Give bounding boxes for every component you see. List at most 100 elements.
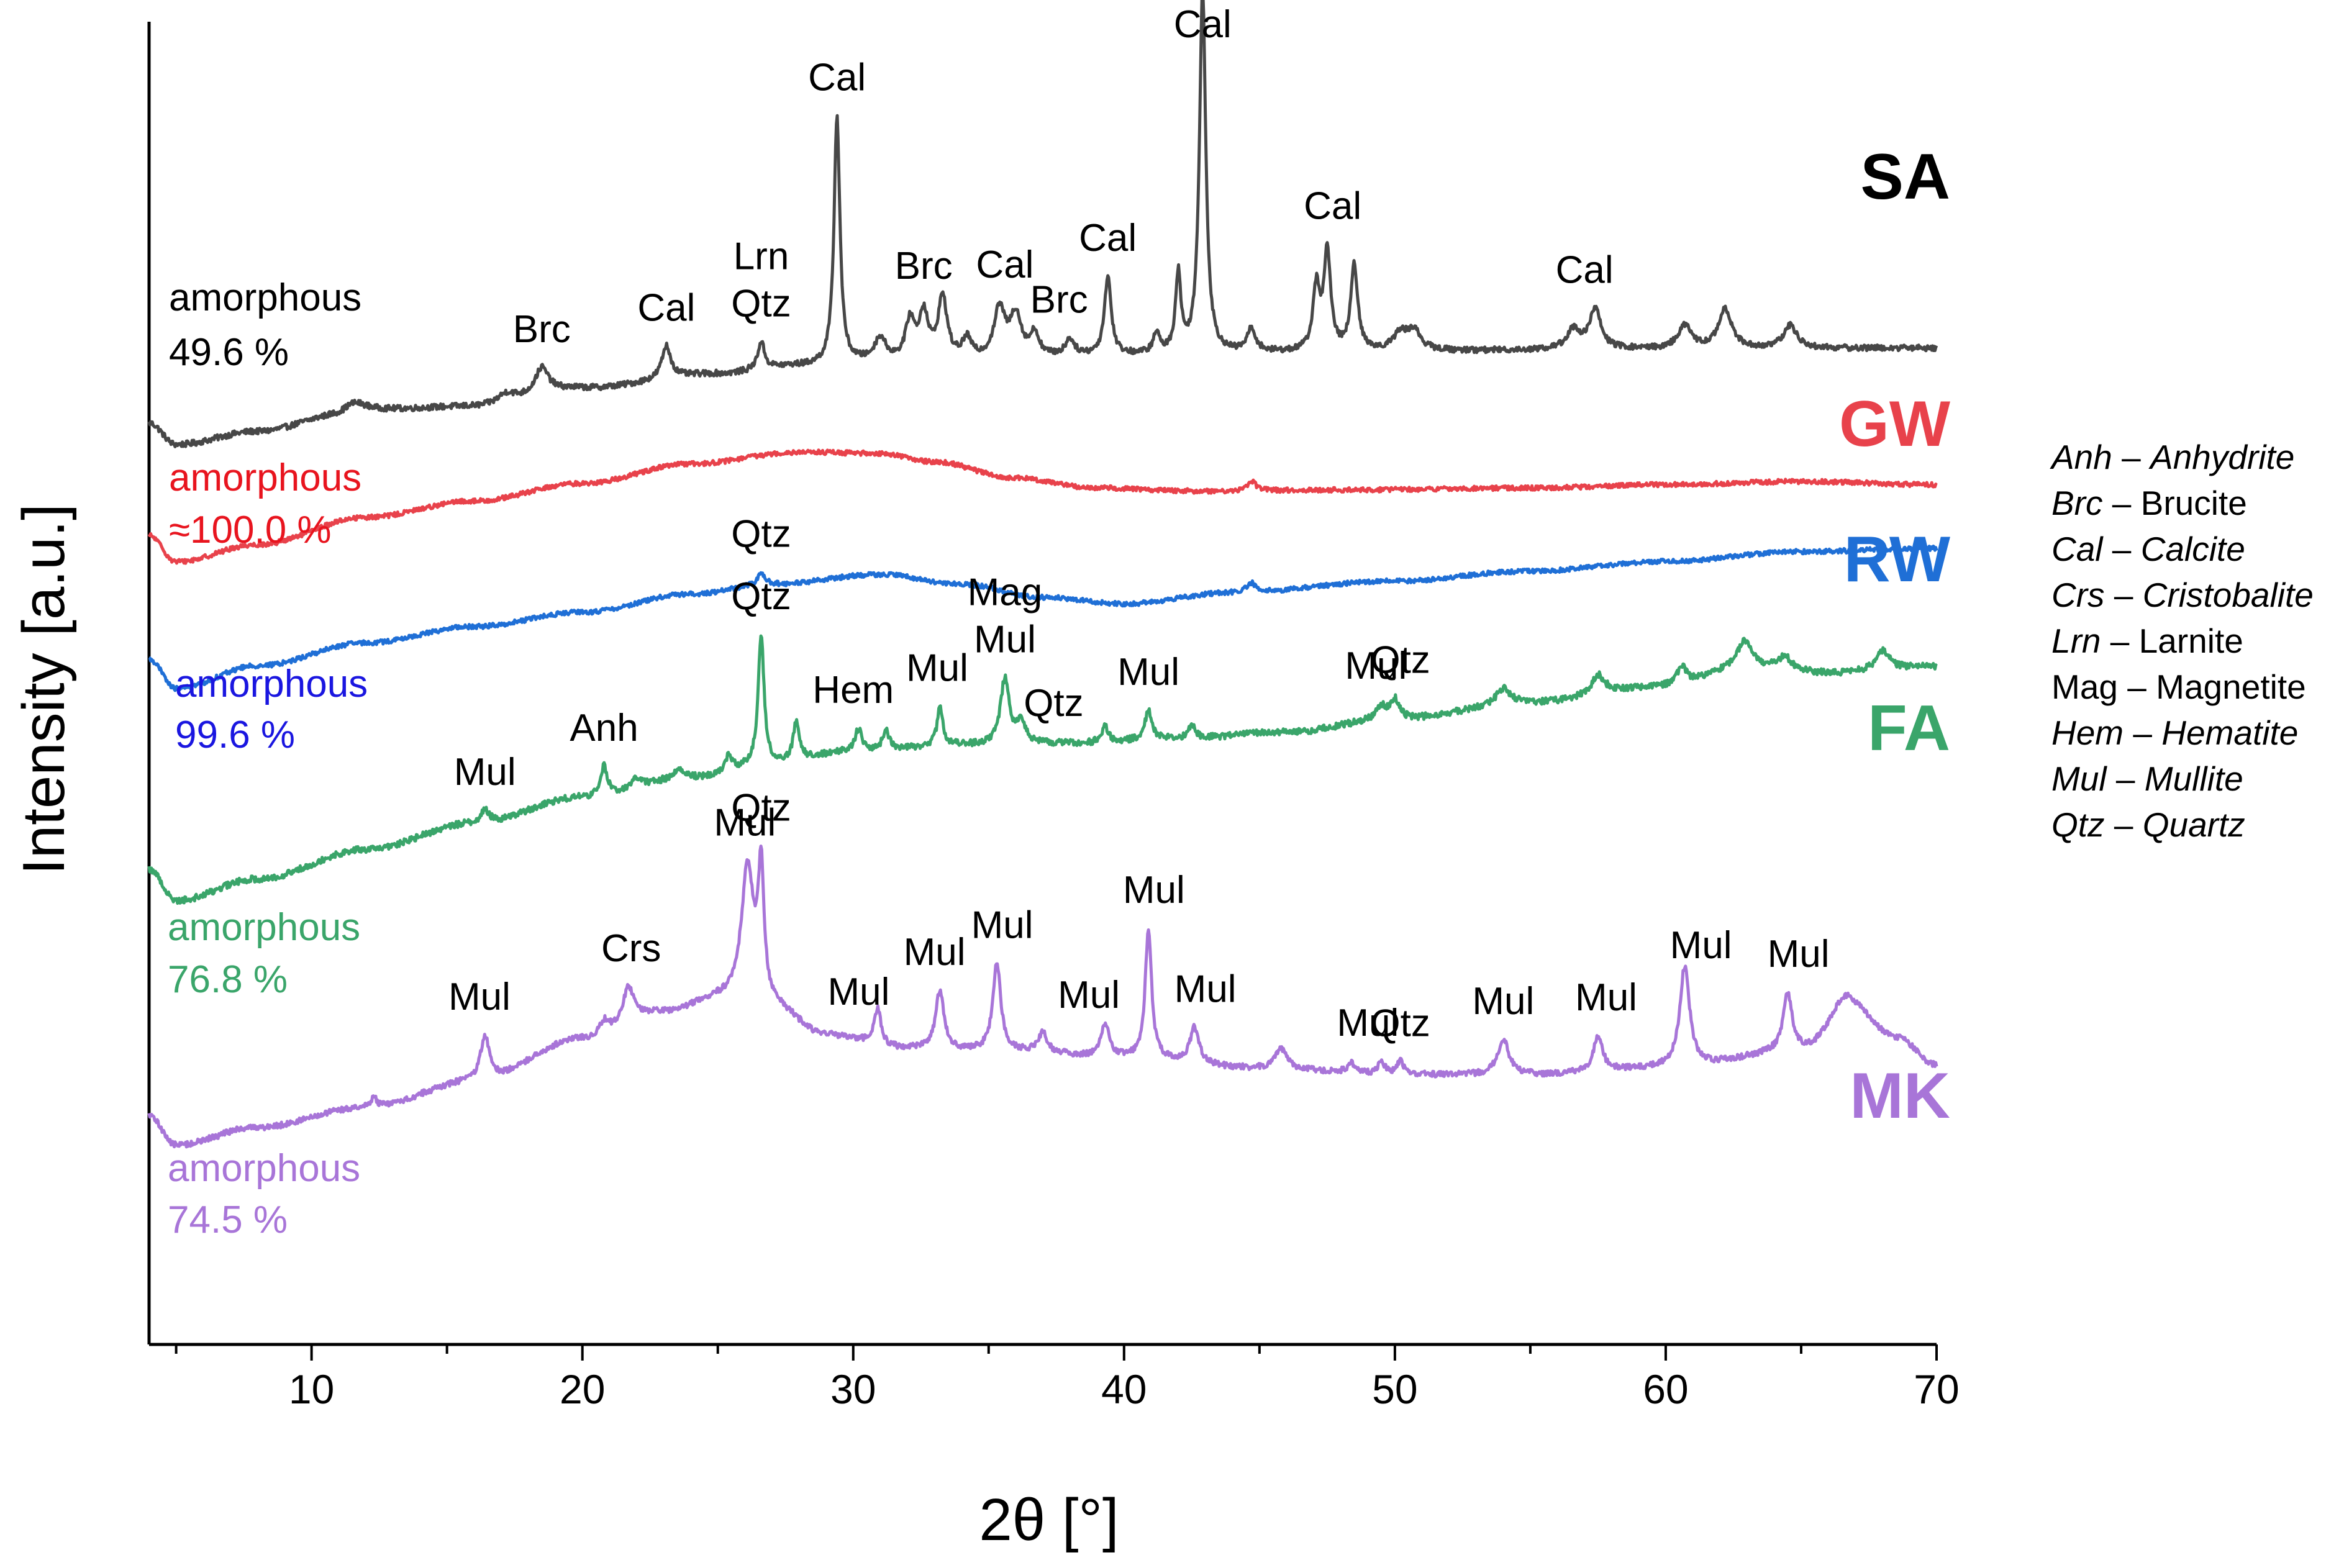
legend-entry: Mul – Mullite (2051, 759, 2243, 798)
legend-separator: – (2118, 668, 2156, 706)
legend-abbr: Cal (2051, 530, 2104, 568)
amorphous-label: amorphous (175, 663, 368, 705)
peak-label-brc: Brc (513, 308, 571, 351)
peak-label-cal: Cal (1304, 184, 1361, 227)
peak-label-mul: Mul (714, 801, 776, 844)
peak-label-mul: Mul (1117, 651, 1179, 694)
series-line-rw (148, 545, 1938, 692)
peak-label-mul: Mul (448, 976, 511, 1018)
peak-label-mul: Mul (1058, 974, 1120, 1017)
series-line-fa (147, 634, 1938, 905)
legend-entry: Lrn – Larnite (2051, 622, 2243, 660)
legend-entry: Cal – Calcite (2051, 530, 2245, 568)
legend-separator: – (2103, 530, 2141, 568)
legend-abbr: Brc (2051, 484, 2103, 522)
x-axis-title: 2θ [°] (979, 1487, 1119, 1553)
legend-abbr: Crs (2051, 576, 2105, 614)
peak-label-mul: Mul (1345, 645, 1407, 687)
peak-label-qtz: Qtz (1024, 682, 1083, 725)
peak-label-mul: Mul (1670, 924, 1732, 967)
sample-names-layer: SA GW RW FA MK (1839, 141, 1951, 1132)
legend-separator: – (2124, 714, 2161, 752)
legend-entry: Qtz – Quartz (2051, 805, 2245, 844)
legend-abbr: Mul (2051, 759, 2107, 798)
peak-label-lrn: Lrn (734, 235, 789, 278)
peak-label-cal: Cal (976, 243, 1033, 286)
legend-separator: – (2105, 805, 2143, 844)
axes-layer: 10 20 30 40 50 60 70 2θ [°] Intensity [a.u.] (11, 22, 1960, 1553)
amorphous-label: amorphous (168, 906, 360, 949)
legend-name: Magnetite (2156, 668, 2306, 706)
series-line-mk (147, 845, 1938, 1149)
legend-entry: Hem – Hematite (2051, 714, 2298, 752)
legend-entry: Anh – Anhydrite (2050, 438, 2294, 476)
legend-entry: Crs – Cristobalite (2051, 576, 2314, 614)
legend-entry: Brc – Brucite (2051, 484, 2247, 522)
peak-label-cal: Cal (1174, 3, 1232, 46)
peak-label-cal: Cal (637, 286, 695, 329)
peak-label-mag: Mag (968, 571, 1043, 614)
legend-abbr: Hem (2051, 714, 2124, 752)
sample-name-sa: SA (1861, 141, 1950, 213)
peak-label-cal: Cal (1556, 248, 1614, 291)
legend-separator: – (2101, 622, 2139, 660)
peak-label-mul: Mul (1174, 968, 1237, 1010)
peak-label-mul: Mul (1337, 1002, 1399, 1045)
peak-label-mul: Mul (971, 904, 1033, 947)
legend-name: Cristobalite (2143, 576, 2314, 614)
legend-abbr: Qtz (2051, 805, 2105, 844)
amorphous-value: ≈100.0 % (169, 509, 332, 551)
amorphous-value: 76.8 % (168, 958, 288, 1001)
peak-label-mul: Mul (1472, 980, 1534, 1023)
x-tick-label: 10 (289, 1366, 334, 1412)
amorphous-label: amorphous (168, 1147, 360, 1190)
sample-name-mk: MK (1850, 1060, 1950, 1132)
legend-separator: – (2112, 438, 2150, 476)
peak-label-mul: Mul (1768, 933, 1830, 976)
peak-label-qtz: Qtz (731, 283, 791, 325)
sample-name-rw: RW (1844, 523, 1951, 596)
amorphous-value: 99.6 % (175, 714, 295, 756)
legend-abbr: Mag (2051, 668, 2118, 706)
peak-label-mul: Mul (454, 751, 516, 794)
peak-label-brc: Brc (895, 245, 953, 288)
amorphous-label: amorphous (169, 456, 361, 499)
peak-label-cal: Cal (808, 57, 866, 99)
legend-name: Brucite (2141, 484, 2247, 522)
x-tick-label: 40 (1101, 1366, 1147, 1412)
peak-label-qtz: Qtz (731, 512, 791, 555)
legend-separator: – (2105, 576, 2143, 614)
amorphous-value: 74.5 % (168, 1199, 288, 1241)
peak-label-cal: Cal (1079, 217, 1137, 260)
peak-label-mul: Mul (1575, 976, 1637, 1019)
peak-label-qtz: Qtz (1370, 638, 1430, 681)
x-tick-label: 30 (830, 1366, 876, 1412)
legend-name: Calcite (2141, 530, 2245, 568)
legend-abbr: Anh (2050, 438, 2112, 476)
peak-label-qtz: Qtz (1370, 1002, 1430, 1045)
y-axis-title: Intensity [a.u.] (11, 504, 77, 875)
peak-label-brc: Brc (1030, 278, 1088, 321)
series-layer (147, 0, 1938, 1149)
peak-label-qtz: Qtz (731, 575, 791, 618)
legend-name: Mullite (2145, 759, 2243, 798)
legend-name: Larnite (2139, 622, 2243, 660)
series-line-sa (147, 0, 1938, 448)
legend-name: Anhydrite (2148, 438, 2294, 476)
legend-name: Quartz (2143, 805, 2245, 844)
legend-abbr: Lrn (2051, 622, 2101, 660)
mineral-legend: Anh – Anhydrite Brc – Brucite Cal – Calcit… (2050, 438, 2314, 844)
sample-name-gw: GW (1839, 388, 1951, 460)
peak-label-anh: Anh (570, 707, 638, 750)
peak-label-mul: Mul (1123, 869, 1185, 912)
peak-label-mul: Mul (828, 971, 890, 1013)
peak-label-qtz: Qtz (731, 787, 791, 830)
legend-entry: Mag – Magnetite (2051, 668, 2306, 706)
peak-label-mul: Mul (974, 619, 1036, 661)
peak-label-mul: Mul (904, 931, 966, 974)
x-tick-label: 50 (1372, 1366, 1417, 1412)
sample-name-fa: FA (1868, 692, 1950, 764)
legend-name: Hematite (2161, 714, 2298, 752)
